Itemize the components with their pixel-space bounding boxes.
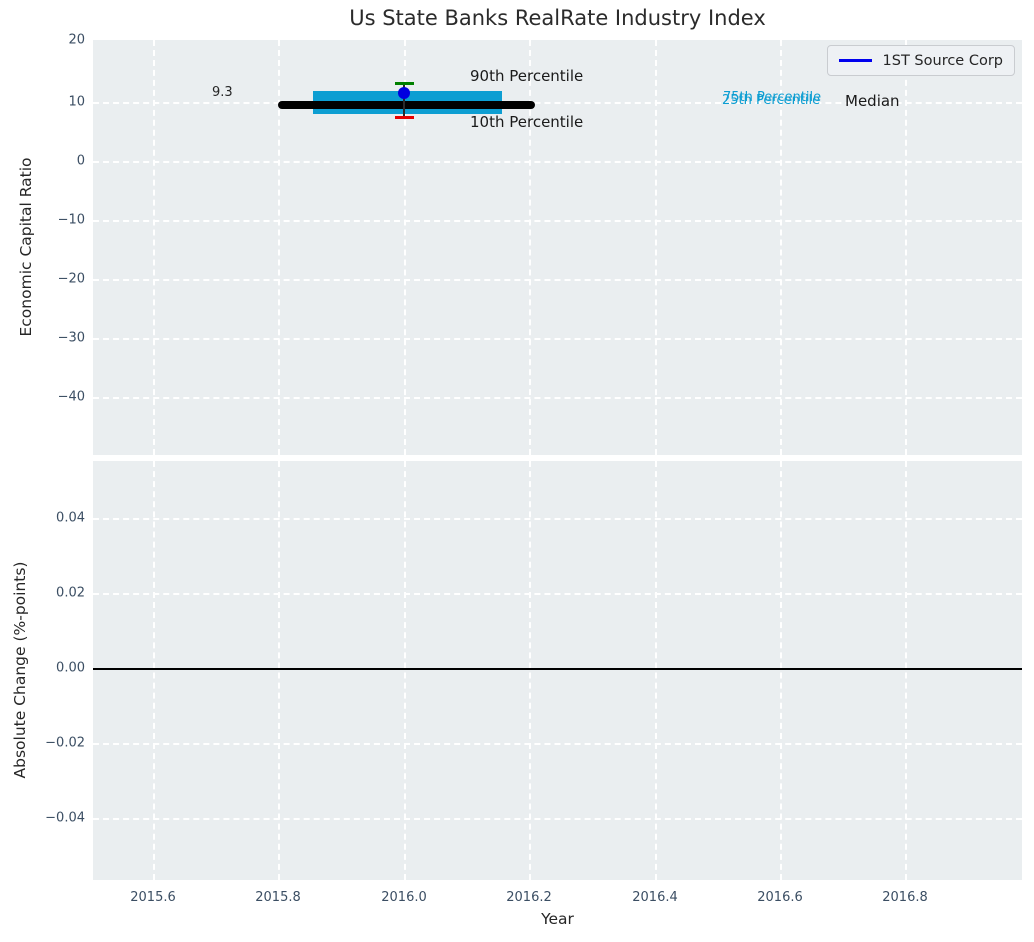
xtick-label: 2016.4 [632, 890, 678, 905]
gridline-horizontal [93, 338, 1022, 340]
p90-cap-marker [395, 82, 414, 85]
ytick-label: −40 [57, 389, 85, 405]
ytick-label: 10 [68, 94, 85, 110]
gridline-vertical [905, 461, 907, 880]
xtick-label: 2015.6 [130, 890, 176, 905]
gridline-horizontal [93, 743, 1022, 745]
company-data-point [398, 87, 410, 99]
gridline-vertical [529, 461, 531, 880]
annotation-25th-percentile: 25th Percentile [722, 93, 821, 108]
gridline-vertical [780, 461, 782, 880]
xtick-label: 2015.8 [255, 890, 301, 905]
gridline-horizontal [93, 593, 1022, 595]
ytick-label: −10 [57, 212, 85, 228]
xtick-label: 2016.0 [381, 890, 427, 905]
gridline-horizontal [93, 161, 1022, 163]
x-axis-label: Year [541, 910, 574, 928]
gridline-horizontal [93, 279, 1022, 281]
bottom-y-axis-label: Absolute Change (%-points) [11, 561, 29, 779]
xtick-label: 2016.6 [757, 890, 803, 905]
bottom-plot-area [93, 461, 1022, 880]
ytick-label: −0.02 [45, 735, 85, 751]
legend-label: 1ST Source Corp [882, 52, 1003, 69]
ytick-label: −0.04 [45, 810, 85, 826]
top-y-axis-label: Economic Capital Ratio [17, 157, 35, 337]
legend-line-sample-icon [838, 59, 872, 62]
annotation-10th-percentile: 10th Percentile [470, 113, 584, 131]
chart-title: Us State Banks RealRate Industry Index [349, 6, 766, 30]
zero-change-line [93, 668, 1022, 670]
gridline-vertical [404, 40, 406, 455]
gridline-vertical [278, 40, 280, 455]
xtick-label: 2016.2 [506, 890, 552, 905]
gridline-horizontal [93, 397, 1022, 399]
top-plot-area: 90th Percentile 10th Percentile 9.3 75th… [93, 40, 1022, 455]
gridline-horizontal [93, 518, 1022, 520]
ytick-label: −30 [57, 330, 85, 346]
ytick-label: 0.04 [56, 510, 85, 526]
gridline-horizontal [93, 220, 1022, 222]
ytick-label: −20 [57, 271, 85, 287]
ytick-label: 20 [68, 32, 85, 48]
percentile-errorbar [403, 83, 405, 119]
legend-box: 1ST Source Corp [826, 45, 1015, 76]
xtick-label: 2016.8 [882, 890, 928, 905]
annotation-75th-percentile: 75th Percentile [723, 90, 822, 105]
gridline-vertical [153, 40, 155, 455]
ytick-label: 0.00 [56, 660, 85, 676]
gridline-vertical [655, 461, 657, 880]
gridline-vertical [529, 40, 531, 455]
ytick-label: 0.02 [56, 585, 85, 601]
gridline-horizontal [93, 818, 1022, 820]
gridline-vertical [655, 40, 657, 455]
annotation-median-label: Median [845, 92, 900, 110]
ytick-label: 0 [76, 153, 85, 169]
gridline-vertical [153, 461, 155, 880]
gridline-vertical [780, 40, 782, 455]
annotation-median-value: 9.3 [212, 85, 233, 100]
annotation-90th-percentile: 90th Percentile [470, 67, 584, 85]
gridline-vertical [278, 461, 280, 880]
p10-cap-marker [395, 116, 414, 119]
gridline-vertical [404, 461, 406, 880]
gridline-vertical [905, 40, 907, 455]
gridline-horizontal [93, 102, 1022, 104]
median-line [278, 101, 535, 109]
